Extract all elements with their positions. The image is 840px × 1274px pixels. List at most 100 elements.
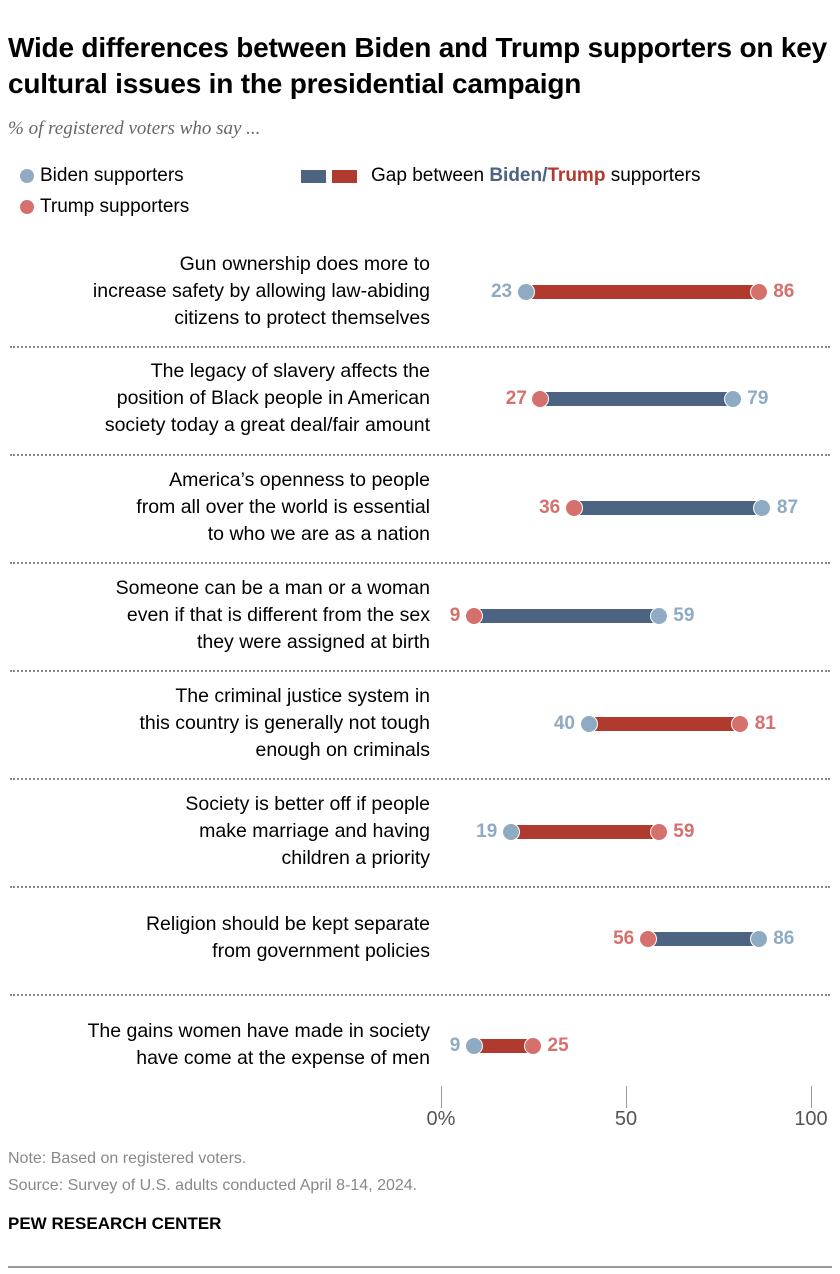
row-label: Gun ownership does more to increase safet… bbox=[10, 251, 430, 332]
row-separator bbox=[10, 562, 830, 564]
row-label-line: they were assigned at birth bbox=[196, 630, 430, 653]
legend-gap-biden: Biden bbox=[489, 165, 543, 186]
trump-gap-swatch-icon bbox=[332, 169, 357, 183]
row-label-line: enough on criminals bbox=[255, 738, 430, 761]
biden-dot-icon bbox=[20, 169, 34, 183]
row-label-line: position of Black people in American bbox=[116, 386, 430, 409]
row-label: Society is better off if people make marr… bbox=[10, 791, 430, 872]
gap-bar bbox=[574, 501, 763, 515]
gap-bar bbox=[526, 285, 760, 299]
biden-value: 86 bbox=[773, 928, 795, 949]
gap-bar bbox=[511, 825, 660, 839]
row-label-line: even if that is different from the sex bbox=[126, 603, 430, 626]
row-separator bbox=[10, 670, 830, 672]
row-label-line: make marriage and having bbox=[199, 819, 430, 842]
trump-value: 25 bbox=[547, 1035, 569, 1056]
legend-gap: Gap between Biden / Trump supporters bbox=[301, 165, 700, 187]
trump-value: 9 bbox=[449, 605, 461, 626]
x-tick-label: 50 bbox=[614, 1108, 638, 1130]
row-label-line: America’s openness to people bbox=[169, 468, 430, 491]
trump-value: 27 bbox=[505, 388, 527, 409]
footer-note: Note: Based on registered voters. bbox=[8, 1150, 247, 1167]
row-label-line: from all over the world is essential bbox=[136, 495, 430, 518]
row-label-line: this country is generally not tough bbox=[139, 711, 430, 734]
x-tick-label: 0% bbox=[426, 1108, 456, 1130]
row-label-line: citizens to protect themselves bbox=[174, 306, 430, 329]
trump-dot bbox=[731, 714, 750, 733]
row-separator bbox=[10, 778, 830, 780]
row-separator bbox=[10, 454, 830, 456]
gap-bar bbox=[474, 1039, 534, 1053]
trump-dot bbox=[749, 282, 768, 301]
biden-value: 23 bbox=[490, 281, 513, 302]
row-label-line: to who we are as a nation bbox=[207, 522, 430, 545]
trump-dot bbox=[531, 389, 550, 408]
biden-value: 79 bbox=[747, 388, 769, 409]
row-separator bbox=[10, 346, 830, 348]
legend-gap-trump: Trump bbox=[547, 165, 606, 186]
row-label-line: The criminal justice system in bbox=[175, 684, 430, 707]
x-tick bbox=[441, 1086, 442, 1108]
biden-value: 19 bbox=[476, 821, 498, 842]
row-label-line: society today a great deal/fair amount bbox=[104, 413, 430, 436]
legend-trump: Trump supporters bbox=[20, 196, 189, 218]
row-separator bbox=[10, 886, 830, 888]
trump-value: 56 bbox=[613, 928, 635, 949]
row-label: The criminal justice system in this count… bbox=[10, 683, 430, 764]
trump-dot-icon bbox=[20, 200, 34, 214]
biden-dot bbox=[723, 389, 742, 408]
biden-dot bbox=[516, 282, 535, 301]
trump-dot bbox=[524, 1036, 542, 1055]
row-label: America’s openness to people from all ove… bbox=[10, 467, 430, 548]
row-label: The gains women have made in society have… bbox=[10, 1018, 430, 1072]
x-tick-label: 100 bbox=[794, 1108, 828, 1130]
row-label-line: The gains women have made in society bbox=[87, 1020, 430, 1042]
x-tick bbox=[626, 1086, 627, 1108]
biden-value: 9 bbox=[449, 1035, 461, 1056]
legend-biden: Biden supporters bbox=[20, 165, 184, 187]
biden-dot bbox=[579, 714, 598, 733]
trump-dot bbox=[464, 606, 483, 625]
row-separator bbox=[10, 994, 830, 996]
row-label-line: increase safety by allowing law-abiding bbox=[92, 279, 430, 302]
x-tick bbox=[811, 1086, 812, 1108]
row-label-line: have come at the expense of men bbox=[136, 1047, 430, 1069]
bottom-divider bbox=[8, 1266, 832, 1268]
trump-dot bbox=[564, 498, 583, 517]
gap-bar bbox=[589, 717, 741, 731]
trump-dot bbox=[649, 822, 668, 841]
row-label-line: Society is better off if people bbox=[185, 792, 430, 815]
chart-title: Wide differences between Biden and Trump… bbox=[8, 32, 827, 99]
row-label-line: Gun ownership does more to bbox=[179, 252, 430, 275]
biden-value: 59 bbox=[673, 605, 695, 626]
trump-value: 81 bbox=[754, 713, 776, 734]
footer-source: Source: Survey of U.S. adults conducted … bbox=[8, 1177, 418, 1194]
row-label-line: The legacy of slavery affects the bbox=[150, 359, 430, 382]
gap-bar bbox=[540, 392, 734, 406]
trump-dot bbox=[638, 929, 657, 948]
brand-logo-text: PEW RESEARCH CENTER bbox=[8, 1214, 222, 1233]
trump-value: 59 bbox=[673, 821, 695, 842]
row-label: The legacy of slavery affects the positio… bbox=[10, 358, 430, 439]
trump-value: 86 bbox=[773, 281, 795, 302]
row-label: Religion should be kept separate from gov… bbox=[10, 911, 430, 965]
row-label-line: from government policies bbox=[212, 940, 430, 962]
legend-gap-prefix: Gap between bbox=[371, 165, 490, 186]
trump-value: 36 bbox=[539, 497, 561, 518]
biden-value: 40 bbox=[553, 713, 575, 734]
legend-gap-suffix: supporters bbox=[605, 165, 701, 186]
biden-dot bbox=[649, 606, 668, 625]
row-label: Someone can be a man or a woman even if t… bbox=[10, 575, 430, 656]
row-label-line: children a priority bbox=[281, 846, 430, 869]
gap-bar bbox=[474, 609, 660, 623]
legend-gap-slash: / bbox=[542, 165, 548, 186]
biden-dot bbox=[753, 498, 772, 517]
row-label-line: Religion should be kept separate bbox=[145, 913, 430, 935]
legend-trump-label: Trump supporters bbox=[40, 196, 190, 217]
biden-dot bbox=[464, 1036, 483, 1055]
gap-bar bbox=[648, 932, 760, 946]
chart-subtitle: % of registered voters who say ... bbox=[8, 118, 261, 139]
biden-dot bbox=[501, 822, 520, 841]
biden-gap-swatch-icon bbox=[301, 169, 326, 183]
